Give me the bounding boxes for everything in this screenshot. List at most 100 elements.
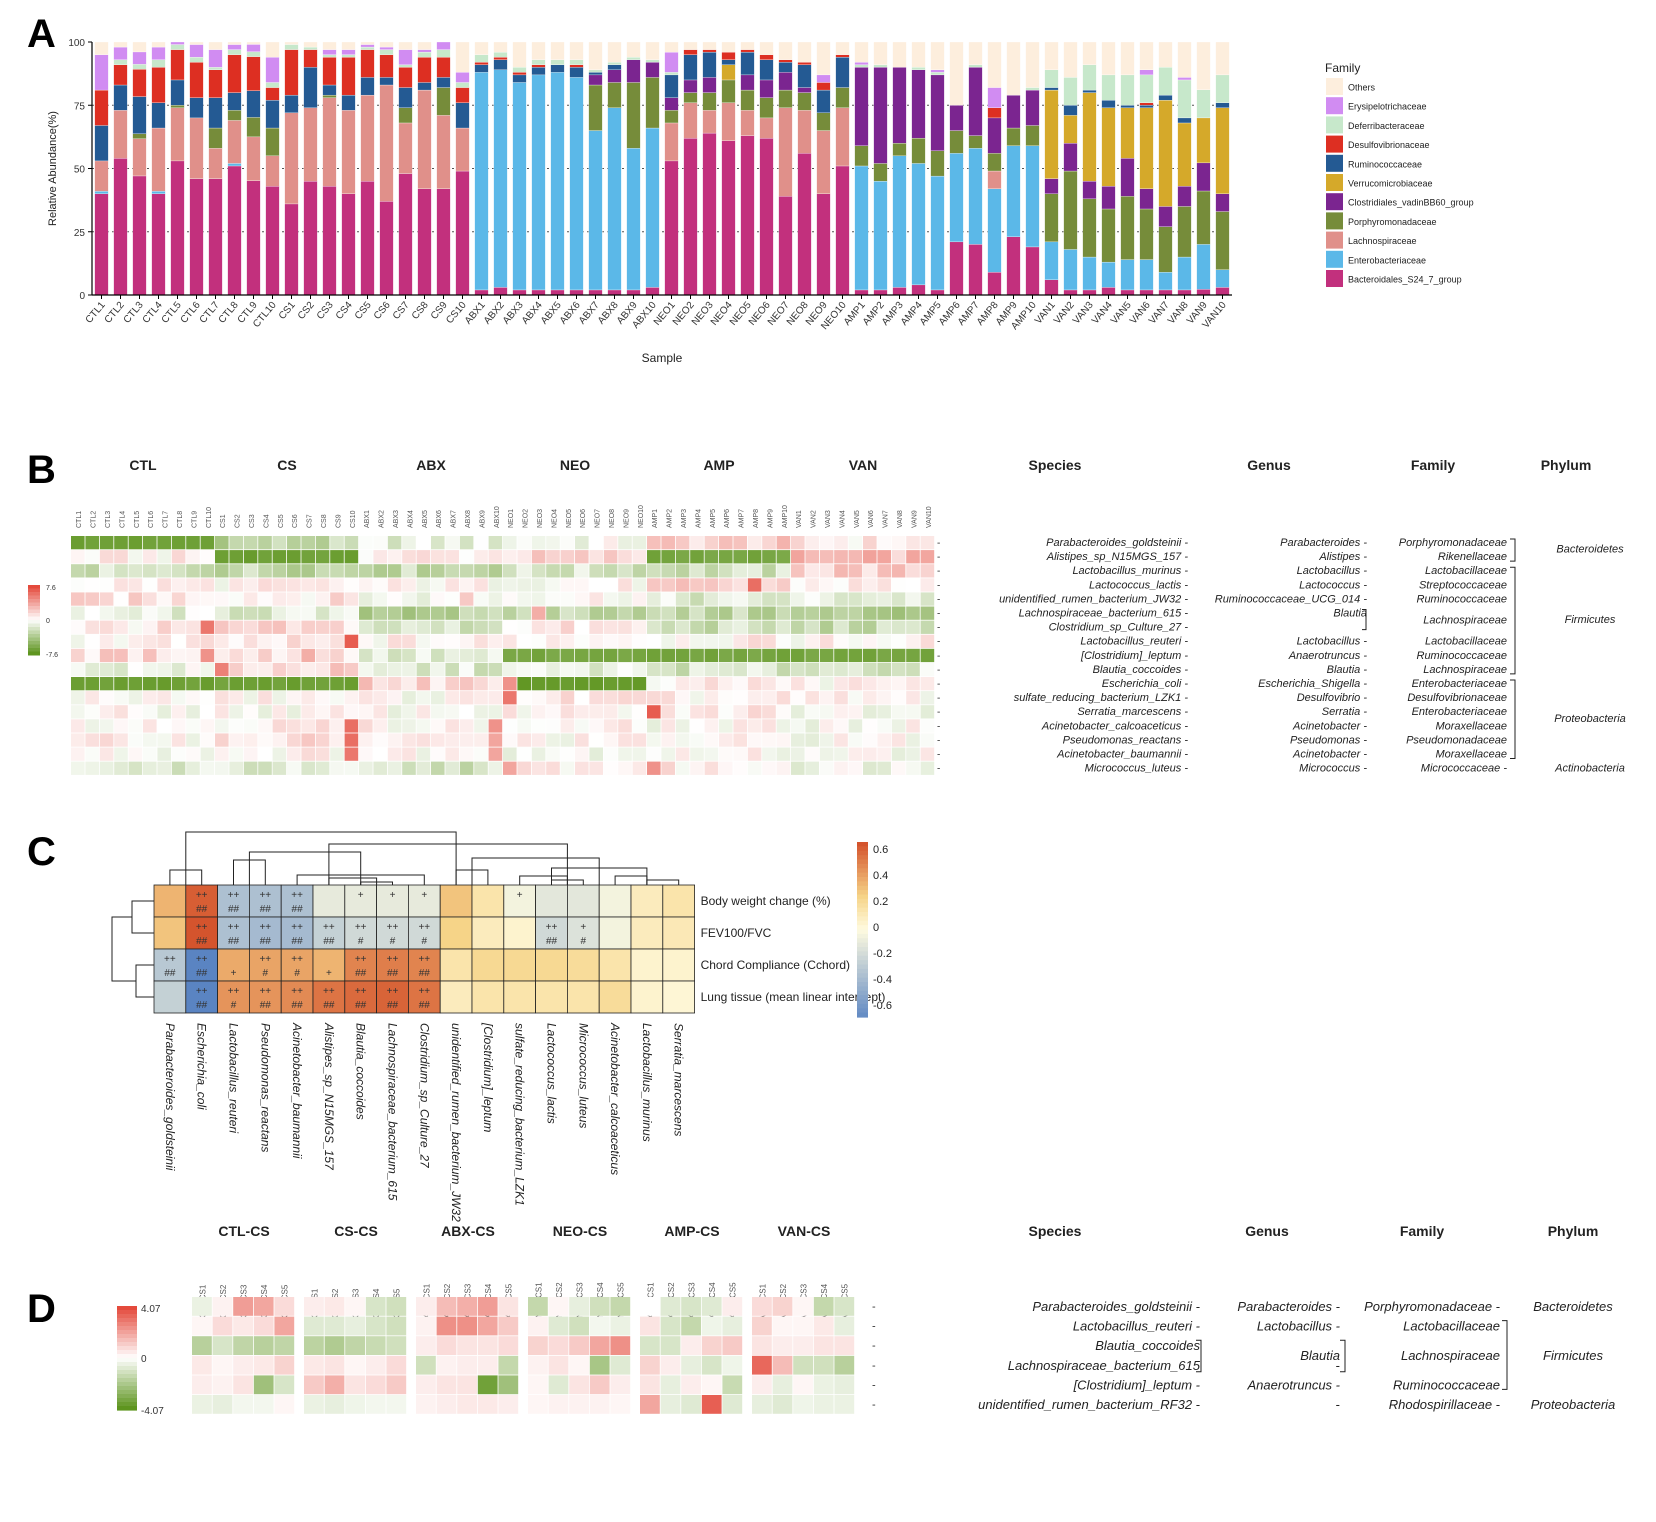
heatmap-cell [330,550,344,564]
heatmap-cell [200,592,215,606]
heatmap-cell [793,1375,813,1395]
bar-segment-Bacteroidales_S24_7_group [854,289,869,296]
heatmap-cell [330,677,344,691]
heatmap-cell [459,648,474,663]
heatmap-cell [253,1395,274,1414]
legend-min: -4.07 [141,1406,164,1417]
heatmap-cell [215,733,229,747]
heatmap-cell [776,648,791,663]
bar-segment-Desulfovibrionaceae [987,107,1002,119]
heatmap-cell [747,606,762,620]
bar-segment-Clostridiales_vadinBB60_group [1215,193,1230,212]
heatmap-cell [906,761,920,775]
heatmap-cell [373,648,387,663]
heatmap-cell [99,761,114,775]
heatmap-cell [701,1355,722,1375]
heatmap-cell [212,1355,233,1375]
heatmap-cell [272,564,287,578]
heatmap-cell [517,761,531,775]
heatmap-cell [71,719,85,733]
correlation-cell [598,916,632,950]
heatmap-cell [272,691,287,705]
heatmap-cell [114,733,128,747]
bar-segment-Deferribacteraceae [1082,64,1097,91]
group-label-VAN: VAN [849,457,878,473]
heatmap-cell [128,620,143,634]
heatmap-cell [114,761,128,775]
heatmap-cell [906,705,920,719]
heatmap-cell [589,578,603,592]
genus-label: Pseudomonas - [1290,734,1367,746]
group-label-ABX-CS: ABX-CS [441,1223,495,1239]
heatmap-cell [114,536,128,550]
correlation-cell [567,916,600,950]
heatmap-cell [233,1297,253,1316]
heatmap-cell [647,677,661,691]
heatmap-cell [287,606,301,620]
heatmap-cell [704,620,719,634]
heatmap-cell [640,1395,660,1414]
bar-segment-Bacteroidales_S24_7_group [1120,289,1135,296]
bar-segment-Erysipelotrichaceae [246,44,261,52]
heatmap-cell [445,564,459,578]
significance-mark: ++ [164,954,176,965]
heatmap-cell [157,705,171,719]
bar-segment-Desulfovibrionaceae [208,69,223,98]
heatmap-cell [373,536,387,550]
heatmap-cell [640,1375,660,1395]
bar-segment-Ruminococcaceae [683,54,698,81]
heatmap-cell [157,761,171,775]
bar-segment-Ruminococcaceae [284,94,299,113]
heatmap-cell [387,648,402,663]
heatmap-cell [776,691,791,705]
column-label: Lactobacillus_murinus [640,1023,654,1142]
bar-segment-Lachnospiraceae [740,110,755,136]
heatmap-cell [863,662,877,677]
heatmap-cell [791,747,805,761]
heatmap-cell [373,620,387,634]
heatmap-cell [386,1297,407,1316]
bar-segment-Bacteroidales_S24_7_group [474,289,489,296]
legend-gradient [857,890,868,896]
heatmap-cell [416,592,431,606]
heatmap-cell [498,1336,519,1355]
heatmap-cell [459,719,474,733]
heatmap-cell [474,677,488,691]
correlation-cell [567,948,600,982]
legend-gradient [857,995,868,1001]
heatmap-cell [920,550,935,564]
heatmap-cell [243,592,258,606]
heatmap-cell [675,536,690,550]
heatmap-cell [233,1375,253,1395]
heatmap-cell [791,578,805,592]
heatmap-cell [575,719,589,733]
bar-segment-Others [1196,41,1211,90]
bar-segment-Erysipelotrichaceae [151,46,166,60]
heatmap-cell [301,536,315,550]
heatmap-cell [575,634,589,648]
family-label: Porphyromonadaceae - [1364,1299,1501,1314]
heatmap-cell [834,761,848,775]
heatmap-cell [459,705,474,719]
heatmap-cell [445,761,459,775]
heatmap-cell [603,564,618,578]
heatmap-cell [457,1375,477,1395]
heatmap-cell [143,733,157,747]
column-label: AMP4 [695,509,702,528]
bar-segment-Porphyromonadaceae [265,127,280,157]
heatmap-cell [920,578,935,592]
bar-segment-Others [1025,41,1040,88]
heatmap-cell [805,606,819,620]
x-tick-label: CS2 [296,300,317,322]
header-genus: Genus [1247,457,1291,473]
heatmap-cell [834,1395,855,1414]
bar-segment-Others [1215,41,1230,76]
heatmap-cell [834,691,848,705]
heatmap-cell [647,634,661,648]
heatmap-cell [387,691,402,705]
bar-segment-Erysipelotrichaceae [379,46,394,50]
header-phylum: Phylum [1548,1223,1599,1239]
heatmap-cell [546,662,560,677]
significance-mark: + [517,890,523,901]
heatmap-cell [848,620,863,634]
